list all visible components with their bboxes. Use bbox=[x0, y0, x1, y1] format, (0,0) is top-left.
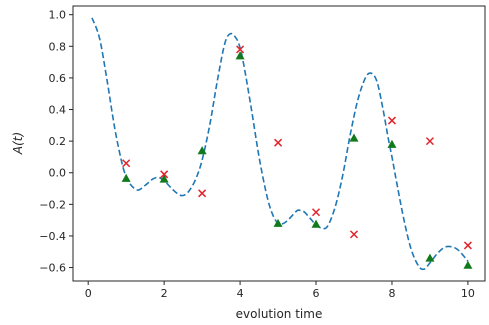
y-tick-label: −0.2 bbox=[39, 198, 66, 211]
x-marker-data-point bbox=[387, 116, 396, 125]
dashed-series-line bbox=[91, 17, 469, 271]
series-dashed-line bbox=[91, 17, 469, 271]
x-axis-label: evolution time bbox=[236, 307, 323, 321]
y-tick-label: 0.8 bbox=[49, 40, 67, 53]
triangle-data-point bbox=[159, 174, 169, 183]
x-marker-data-point bbox=[311, 208, 321, 217]
x-tick-label: 2 bbox=[161, 287, 168, 300]
x-marker-data-point bbox=[463, 241, 472, 250]
triangle-data-point bbox=[425, 253, 435, 262]
triangle-data-point bbox=[311, 219, 321, 228]
x-tick-label: 4 bbox=[237, 287, 244, 300]
x-marker-data-point bbox=[425, 137, 434, 146]
x-tick-label: 6 bbox=[313, 287, 320, 300]
y-tick-label: −0.4 bbox=[39, 230, 66, 243]
triangle-data-point bbox=[349, 133, 359, 142]
x-tick-label: 8 bbox=[388, 287, 395, 300]
y-axis-ticks: −0.6 −0.4 −0.2 0.0 0.2 0.4 0.6 0.8 1.0 bbox=[39, 9, 73, 275]
y-tick-label: 0.2 bbox=[49, 135, 67, 148]
y-tick-label: 0.4 bbox=[49, 104, 67, 117]
x-tick-label: 10 bbox=[461, 287, 475, 300]
x-marker-data-point bbox=[274, 138, 283, 147]
x-marker-data-point bbox=[236, 45, 245, 54]
x-axis-ticks: 0 2 4 6 8 10 bbox=[85, 281, 475, 300]
y-tick-label: 0.6 bbox=[49, 72, 67, 85]
y-tick-label: 1.0 bbox=[49, 9, 67, 22]
y-tick-label: 0.0 bbox=[49, 167, 67, 180]
x-tick-label: 0 bbox=[85, 287, 92, 300]
series-x-markers bbox=[122, 45, 472, 250]
triangle-data-point bbox=[463, 260, 473, 269]
x-marker-data-point bbox=[349, 230, 359, 239]
plot-frame bbox=[72, 5, 486, 282]
y-tick-label: −0.6 bbox=[39, 262, 66, 275]
x-marker-data-point bbox=[160, 170, 169, 179]
triangle-data-point bbox=[387, 139, 397, 148]
y-axis-label: A(t) bbox=[11, 132, 25, 155]
triangle-data-point bbox=[121, 173, 131, 182]
triangle-data-point bbox=[197, 146, 207, 155]
x-marker-data-point bbox=[198, 189, 207, 198]
x-marker-data-point bbox=[122, 159, 131, 168]
series-triangle-markers bbox=[121, 51, 473, 269]
triangle-data-point bbox=[273, 218, 283, 227]
triangle-data-point bbox=[235, 51, 245, 60]
